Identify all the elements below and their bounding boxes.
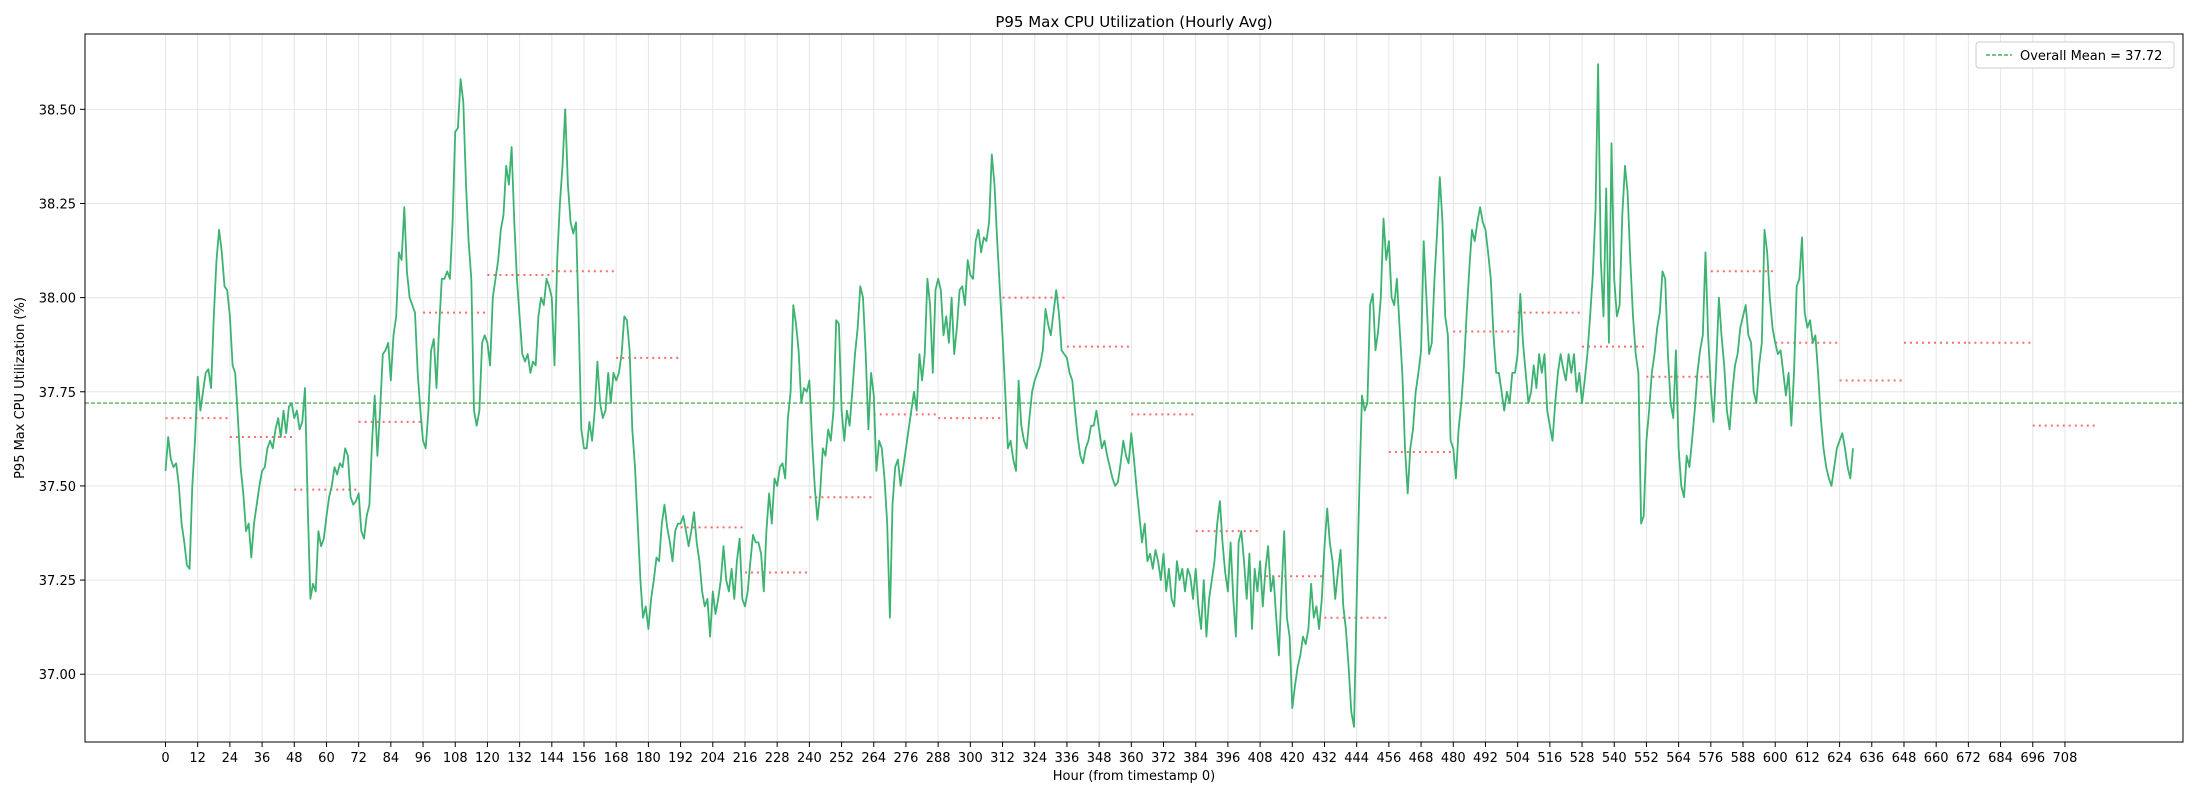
x-tick-label: 612 — [1795, 751, 1820, 766]
x-tick-label: 696 — [2020, 751, 2045, 766]
x-tick-label: 288 — [926, 751, 951, 766]
x-tick-label: 252 — [829, 751, 854, 766]
x-tick-label: 36 — [254, 751, 271, 766]
x-tick-label: 444 — [1344, 751, 1369, 766]
y-tick-label: 38.50 — [39, 103, 76, 118]
x-tick-label: 708 — [2053, 751, 2078, 766]
x-tick-label: 228 — [765, 751, 790, 766]
legend-mean-label: Overall Mean = 37.72 — [2020, 49, 2162, 64]
x-tick-label: 240 — [797, 751, 822, 766]
x-tick-label: 492 — [1473, 751, 1498, 766]
y-axis-label: P95 Max CPU Utilization (%) — [13, 297, 28, 479]
plot-area-frame — [84, 33, 2184, 743]
x-tick-label: 132 — [507, 751, 532, 766]
x-tick-label: 276 — [894, 751, 919, 766]
series-layer — [164, 63, 1854, 728]
x-tick-label: 636 — [1859, 751, 1884, 766]
y-tick-label: 38.25 — [39, 197, 76, 212]
x-tick-label: 504 — [1505, 751, 1530, 766]
y-tick-label: 37.00 — [39, 668, 76, 683]
x-tick-label: 672 — [1956, 751, 1981, 766]
x-tick-label: 360 — [1119, 751, 1144, 766]
y-tick-label: 38.00 — [39, 292, 76, 307]
x-tick-label: 60 — [318, 751, 335, 766]
x-tick-label: 336 — [1055, 751, 1080, 766]
x-tick-label: 540 — [1602, 751, 1627, 766]
x-tick-label: 420 — [1280, 751, 1305, 766]
y-axis-ticks: 37.00 37.25 37.50 37.75 38.00 38.25 38.50 — [39, 103, 85, 683]
x-tick-label: 168 — [604, 751, 629, 766]
x-tick-label: 600 — [1763, 751, 1788, 766]
x-tick-label: 432 — [1312, 751, 1337, 766]
x-tick-label: 324 — [1022, 751, 1047, 766]
x-tick-label: 552 — [1634, 751, 1659, 766]
x-tick-label: 12 — [189, 751, 206, 766]
x-tick-label: 348 — [1087, 751, 1112, 766]
x-tick-label: 624 — [1827, 751, 1852, 766]
x-axis-ticks: 0 12 24 36 48 60 72 84 96 108 120 132 144 156 168 180 19… — [161, 742, 2077, 766]
x-tick-label: 144 — [539, 751, 564, 766]
x-tick-label: 576 — [1698, 751, 1723, 766]
x-tick-label: 264 — [861, 751, 886, 766]
x-tick-label: 24 — [222, 751, 239, 766]
x-tick-label: 48 — [286, 751, 303, 766]
x-tick-label: 516 — [1537, 751, 1562, 766]
x-tick-label: 660 — [1924, 751, 1949, 766]
x-tick-label: 96 — [415, 751, 432, 766]
legend-box — [1975, 41, 2175, 69]
x-tick-label: 192 — [668, 751, 693, 766]
x-tick-label: 180 — [636, 751, 661, 766]
x-tick-label: 372 — [1151, 751, 1176, 766]
x-tick-label: 108 — [443, 751, 468, 766]
x-tick-label: 468 — [1409, 751, 1434, 766]
x-tick-label: 564 — [1666, 751, 1691, 766]
x-tick-label: 408 — [1248, 751, 1273, 766]
x-tick-label: 456 — [1376, 751, 1401, 766]
x-tick-label: 216 — [733, 751, 758, 766]
y-tick-label: 37.75 — [39, 386, 76, 401]
x-tick-label: 384 — [1183, 751, 1208, 766]
x-tick-label: 0 — [161, 751, 169, 766]
x-tick-label: 84 — [383, 751, 400, 766]
grid — [85, 34, 2183, 742]
x-tick-label: 480 — [1441, 751, 1466, 766]
chart-title: P95 Max CPU Utilization (Hourly Avg) — [995, 13, 1272, 31]
x-tick-label: 396 — [1215, 751, 1240, 766]
x-tick-label: 684 — [1988, 751, 2013, 766]
x-tick-label: 72 — [350, 751, 367, 766]
x-tick-label: 120 — [475, 751, 500, 766]
x-tick-label: 648 — [1892, 751, 1917, 766]
cpu-series-line — [164, 63, 1854, 728]
x-tick-label: 528 — [1570, 751, 1595, 766]
x-axis-label: Hour (from timestamp 0) — [1053, 769, 1216, 784]
y-tick-label: 37.50 — [39, 480, 76, 495]
x-tick-label: 312 — [990, 751, 1015, 766]
x-tick-label: 300 — [958, 751, 983, 766]
legend: Overall Mean = 37.72 — [1975, 41, 2175, 69]
y-tick-label: 37.25 — [39, 574, 76, 589]
x-tick-label: 588 — [1731, 751, 1756, 766]
x-tick-label: 156 — [572, 751, 597, 766]
x-tick-label: 204 — [700, 751, 725, 766]
